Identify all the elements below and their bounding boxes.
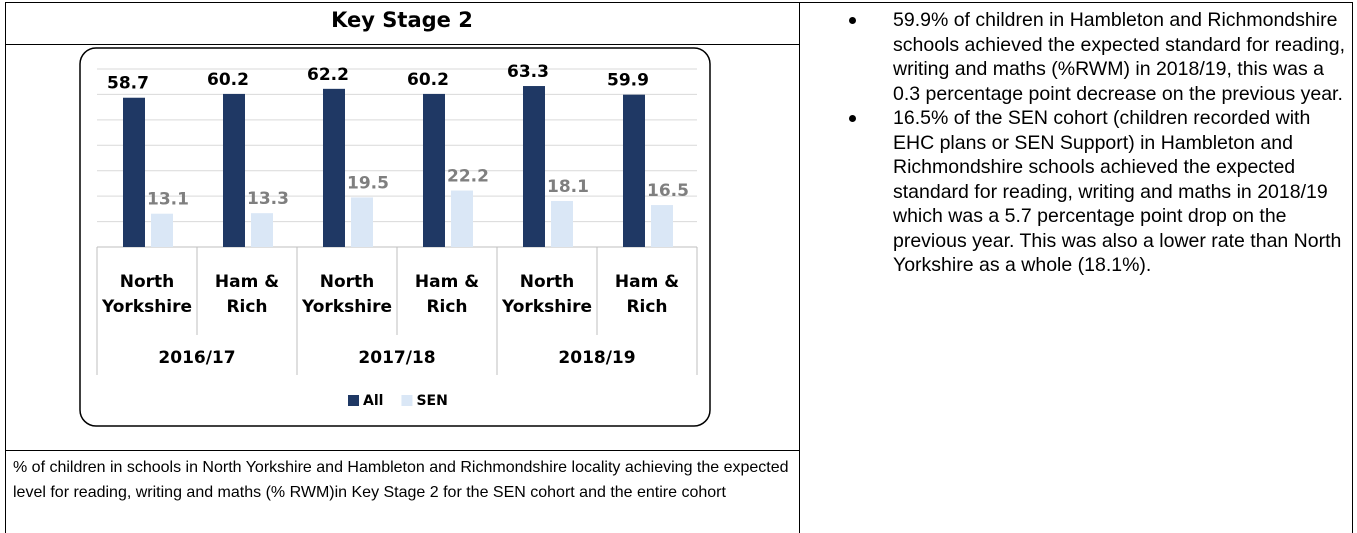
data-label: 60.2: [207, 70, 249, 90]
legend-label: All: [363, 393, 383, 409]
group-label: 2016/17: [158, 348, 235, 368]
bar: [523, 86, 545, 247]
data-label: 59.9: [607, 71, 649, 91]
data-label: 19.5: [347, 173, 389, 193]
chart: 58.7 60.2 62.2 60.2 63.3 59.9 13.1 13.3 19.5 22.2…: [79, 47, 711, 427]
border: [1352, 2, 1353, 533]
data-label: 63.3: [507, 62, 549, 82]
bar: [223, 93, 245, 247]
legend-label: SEN: [416, 393, 447, 409]
bar: [251, 213, 273, 247]
bullet-list: 59.9% of children in Hambleton and Richm…: [847, 8, 1347, 278]
bullet-item: 16.5% of the SEN cohort (children record…: [847, 106, 1347, 278]
bar: [123, 97, 145, 247]
x-tick-label: North Yorkshire: [101, 272, 193, 317]
data-label: 58.7: [107, 74, 149, 94]
group-label: 2018/19: [558, 348, 635, 368]
title: Key Stage 2: [331, 8, 473, 32]
data-label: 60.2: [407, 70, 449, 90]
border: [5, 450, 799, 451]
bullet-item: 59.9% of children in Hambleton and Richm…: [847, 8, 1347, 106]
x-tick-label: North Yorkshire: [301, 272, 393, 317]
x-tick-label: Ham & Rich: [214, 272, 280, 317]
group-label: 2017/18: [358, 348, 435, 368]
border: [5, 44, 799, 45]
data-label: 62.2: [307, 65, 349, 85]
bar: [623, 94, 645, 247]
bar: [451, 190, 473, 247]
legend-swatch: [348, 395, 359, 406]
chart-frame: [79, 47, 711, 427]
bar: [423, 93, 445, 247]
bar: [651, 205, 673, 247]
bar: [151, 213, 173, 247]
x-tick-label: North Yorkshire: [501, 272, 593, 317]
bar: [323, 88, 345, 247]
border: [799, 2, 800, 533]
border: [5, 2, 6, 533]
data-label: 13.3: [247, 189, 289, 209]
data-label: 22.2: [447, 167, 489, 187]
bar: [551, 200, 573, 247]
caption: % of children in schools in North Yorksh…: [13, 459, 789, 501]
legend-swatch: [401, 395, 413, 406]
data-label: 13.1: [147, 190, 189, 210]
x-tick-label: Ham & Rich: [614, 272, 680, 317]
x-tick-label: Ham & Rich: [414, 272, 480, 317]
bar: [351, 197, 373, 247]
border: [5, 2, 1353, 3]
data-label: 16.5: [647, 181, 689, 201]
data-label: 18.1: [547, 177, 589, 197]
